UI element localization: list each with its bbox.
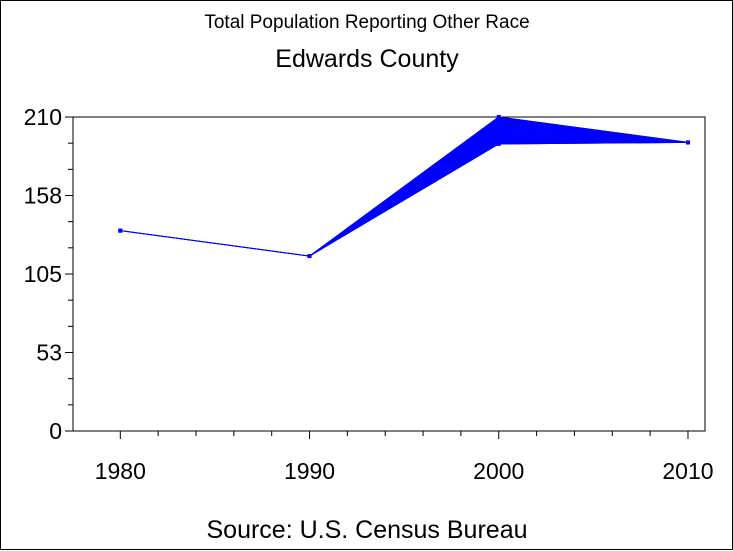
y-tick-label: 210 xyxy=(24,104,62,130)
series-layer xyxy=(118,115,690,259)
x-tick-label: 2010 xyxy=(662,458,713,484)
chart-title: Total Population Reporting Other Race xyxy=(204,12,529,33)
plot-area xyxy=(72,116,706,432)
data-point xyxy=(496,115,501,119)
y-axis: 0 53 105 158 210 xyxy=(24,104,73,444)
x-tick-label: 1990 xyxy=(284,458,335,484)
y-tick-label: 105 xyxy=(24,261,62,287)
data-point xyxy=(307,254,312,259)
y-tick-label: 53 xyxy=(36,340,62,366)
x-tick-label: 1980 xyxy=(95,458,146,484)
source-note: Source: U.S. Census Bureau xyxy=(207,516,528,544)
series-lower-line xyxy=(120,141,689,257)
y-tick-label: 158 xyxy=(24,183,62,209)
data-point xyxy=(685,140,690,145)
chart-subtitle: Edwards County xyxy=(275,45,459,73)
y-tick-label: 0 xyxy=(49,418,62,444)
x-axis: 1980 1990 2000 2010 xyxy=(95,431,714,484)
data-point xyxy=(496,141,501,146)
data-point xyxy=(118,228,123,233)
x-tick-label: 2000 xyxy=(473,458,524,484)
